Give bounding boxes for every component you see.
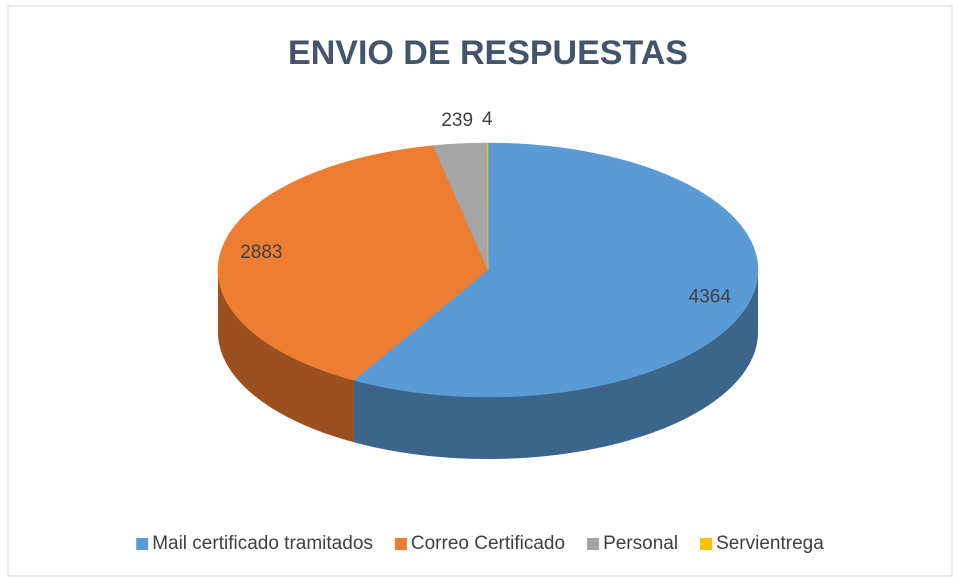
slice-side-shade [218, 270, 355, 443]
legend-label: Correo Certificado [411, 533, 565, 554]
slice [486, 142, 489, 271]
chart-title: ENVIO DE RESPUESTAS [288, 34, 688, 72]
legend-label: Servientrega [716, 533, 824, 554]
slice [432, 142, 489, 271]
legend-label: Mail certificado tramitados [152, 533, 373, 554]
legend-swatch [587, 538, 600, 550]
legend-swatch [394, 538, 407, 550]
slice [353, 142, 759, 398]
data-label: 239 [441, 110, 473, 131]
legend: Mail certificado tramitados Correo Certif… [136, 533, 824, 554]
slice-side [218, 270, 355, 443]
legend-swatch [700, 538, 713, 550]
slice-side [354, 270, 758, 459]
data-label: 4364 [689, 287, 732, 308]
data-label: 4 [482, 109, 493, 130]
data-label: 2883 [240, 242, 282, 263]
slice-side-shade [354, 270, 758, 459]
slice [217, 145, 489, 381]
legend-label: Personal [603, 533, 678, 554]
legend-swatch [136, 538, 149, 550]
